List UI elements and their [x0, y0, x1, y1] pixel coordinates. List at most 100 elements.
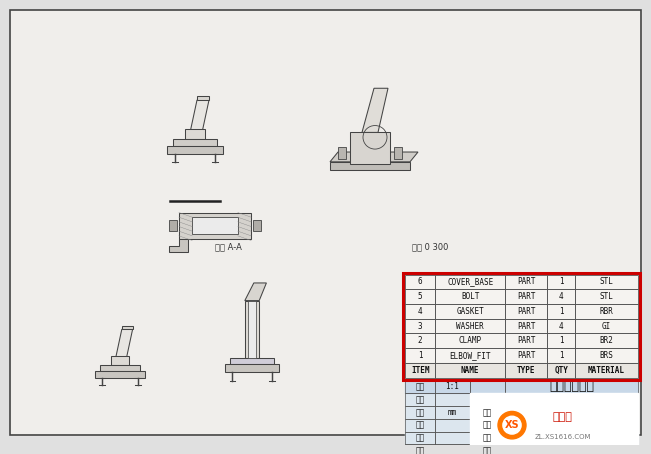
Bar	[547, 304, 575, 319]
Bar	[505, 393, 638, 406]
Text: 单位: 单位	[415, 408, 424, 417]
Bar	[225, 364, 279, 372]
Text: NAME: NAME	[461, 366, 480, 375]
Bar	[405, 333, 638, 348]
Text: GI: GI	[602, 321, 611, 331]
Bar	[405, 289, 638, 304]
Bar	[436, 348, 505, 363]
Bar	[245, 301, 259, 358]
Bar	[435, 406, 470, 419]
Bar	[547, 319, 575, 333]
Bar	[505, 333, 547, 348]
Text: COVER_BASE: COVER_BASE	[447, 277, 493, 286]
Bar	[405, 304, 638, 319]
Text: PART: PART	[517, 307, 535, 316]
Text: 上海理工大学: 上海理工大学	[549, 380, 594, 394]
Text: TYPE: TYPE	[517, 366, 535, 375]
Bar	[405, 348, 638, 363]
Bar	[505, 406, 638, 419]
Text: ELBOW_FIT: ELBOW_FIT	[449, 351, 491, 360]
Bar	[179, 212, 251, 239]
Text: 3: 3	[418, 321, 422, 331]
Bar	[111, 356, 129, 365]
Text: BOLT: BOLT	[461, 292, 480, 301]
Text: BRS: BRS	[600, 351, 613, 360]
Bar	[435, 393, 470, 406]
Bar	[575, 289, 638, 304]
Text: 1: 1	[559, 307, 563, 316]
Text: 4: 4	[418, 307, 422, 316]
Bar	[505, 275, 547, 289]
Text: 描图: 描图	[415, 446, 424, 454]
Bar	[330, 162, 410, 170]
Polygon shape	[189, 100, 209, 137]
Bar	[338, 147, 346, 159]
Bar	[505, 432, 638, 444]
Text: 1:1: 1:1	[445, 382, 460, 391]
Text: 重量: 重量	[415, 395, 424, 404]
Bar	[505, 289, 547, 304]
Bar	[505, 348, 547, 363]
Text: 4: 4	[559, 321, 563, 331]
Polygon shape	[169, 239, 188, 252]
Bar	[575, 333, 638, 348]
Bar	[100, 365, 140, 371]
Polygon shape	[362, 88, 388, 133]
Text: GASKET: GASKET	[456, 307, 484, 316]
Bar	[405, 333, 436, 348]
Bar	[405, 363, 638, 378]
Text: 2: 2	[418, 336, 422, 345]
Text: 校核: 校核	[415, 421, 424, 429]
Text: PART: PART	[517, 336, 535, 345]
Bar	[470, 419, 505, 432]
Bar	[405, 419, 435, 432]
Bar	[575, 363, 638, 378]
Bar	[436, 363, 505, 378]
Bar	[405, 304, 436, 319]
Bar	[249, 301, 256, 358]
Bar	[436, 275, 505, 289]
Polygon shape	[115, 329, 133, 363]
Polygon shape	[197, 96, 209, 100]
Bar	[436, 304, 505, 319]
Text: 设计: 设计	[415, 434, 424, 442]
Text: 6: 6	[418, 277, 422, 286]
Bar	[470, 393, 505, 406]
Bar	[470, 393, 638, 454]
Bar	[173, 139, 217, 146]
Bar	[575, 319, 638, 333]
Bar	[436, 333, 505, 348]
Bar	[403, 273, 640, 380]
Bar	[192, 217, 238, 234]
Text: RBR: RBR	[600, 307, 613, 316]
Bar	[505, 304, 547, 319]
Bar	[405, 275, 638, 289]
Text: PART: PART	[517, 351, 535, 360]
Bar	[436, 289, 505, 304]
Text: PART: PART	[517, 321, 535, 331]
Text: 1: 1	[559, 277, 563, 286]
Bar	[405, 432, 435, 444]
Polygon shape	[122, 326, 133, 329]
Bar	[575, 304, 638, 319]
Text: 1: 1	[559, 351, 563, 360]
Text: PART: PART	[517, 277, 535, 286]
Bar	[575, 275, 638, 289]
Bar	[405, 275, 436, 289]
Bar	[547, 333, 575, 348]
Text: 材料: 材料	[483, 434, 492, 442]
Bar	[405, 348, 436, 363]
Bar	[95, 371, 145, 378]
Bar	[547, 363, 575, 378]
Text: STL: STL	[600, 292, 613, 301]
Bar	[405, 275, 638, 378]
Bar	[505, 363, 547, 378]
Bar	[470, 406, 505, 419]
Bar	[505, 444, 638, 454]
Text: WASHER: WASHER	[456, 321, 484, 331]
Text: 阶段: 阶段	[483, 408, 492, 417]
Bar	[575, 348, 638, 363]
Bar	[405, 319, 436, 333]
Bar	[435, 432, 470, 444]
Text: QTY: QTY	[554, 366, 568, 375]
